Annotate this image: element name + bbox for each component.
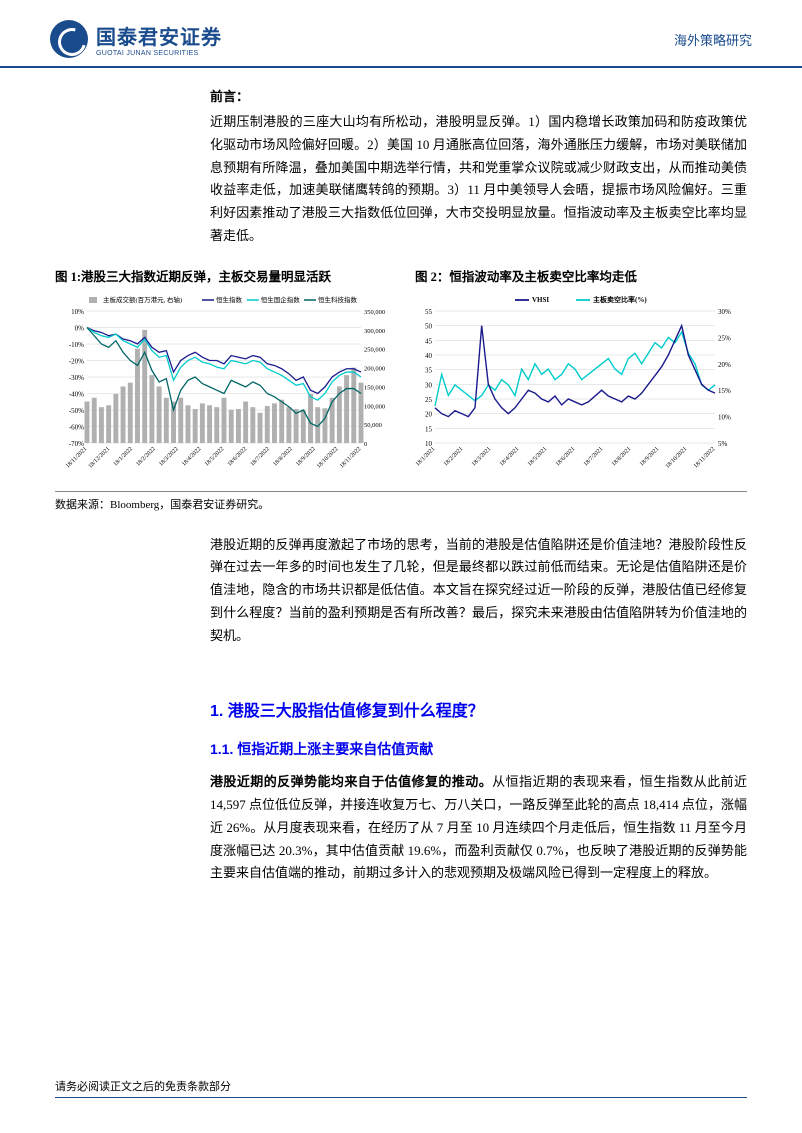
logo-cn: 国泰君安证券 (96, 21, 222, 50)
svg-text:恒生指数: 恒生指数 (216, 295, 243, 304)
svg-text:18/9/2021: 18/9/2021 (639, 446, 660, 467)
svg-text:250,000: 250,000 (364, 346, 385, 353)
svg-text:-10%: -10% (69, 341, 84, 349)
svg-text:45: 45 (425, 337, 433, 345)
svg-text:VHSI: VHSI (532, 296, 549, 304)
logo-block: 国泰君安证券 GUOTAI JUNAN SECURITIES (50, 20, 222, 58)
svg-text:200,000: 200,000 (364, 365, 385, 372)
svg-text:18/6/2021: 18/6/2021 (555, 446, 576, 467)
svg-text:0: 0 (364, 441, 367, 448)
svg-text:150,000: 150,000 (364, 384, 385, 391)
content-area: 前言： 近期压制港股的三座大山均有所松动，港股明显反弹。1）国内稳增长政策加码和… (0, 68, 802, 935)
doc-category: 海外策略研究 (674, 30, 752, 49)
section-h1: 1. 港股三大股指估值修复到什么程度？ (210, 697, 747, 721)
preface-text: 近期压制港股的三座大山均有所松动，港股明显反弹。1）国内稳增长政策加码和防疫政策… (210, 111, 747, 248)
svg-text:-40%: -40% (69, 390, 84, 398)
svg-text:20%: 20% (718, 360, 731, 368)
svg-text:0%: 0% (75, 324, 85, 332)
para3-bold: 港股近期的反弹势能均来自于估值修复的推动。 (210, 774, 492, 789)
svg-text:18/4/2021: 18/4/2021 (499, 446, 520, 467)
svg-text:18/7/2022: 18/7/2022 (250, 446, 271, 467)
svg-text:18/10/2021: 18/10/2021 (665, 446, 689, 470)
svg-text:主板卖空比率(%): 主板卖空比率(%) (593, 295, 647, 304)
footer-disclaimer: 请务必阅读正文之后的免责条款部分 (55, 1078, 747, 1098)
preface-block: 前言： 近期压制港股的三座大山均有所松动，港股明显反弹。1）国内稳增长政策加码和… (55, 86, 747, 248)
svg-text:15%: 15% (718, 387, 731, 395)
figure2-chart: 101520253035404550555%10%15%20%25%30%18/… (409, 293, 745, 483)
svg-text:18/3/2021: 18/3/2021 (471, 446, 492, 467)
charts-container: -70% -60% -50% -40% -30% -20% -10% 0% 10% 0 50,000… (55, 293, 747, 483)
svg-text:18/5/2022: 18/5/2022 (204, 446, 225, 467)
svg-text:18/11/2022: 18/11/2022 (339, 446, 362, 469)
section-block: 1. 港股三大股指估值修复到什么程度？ 1.1. 恒指近期上涨主要来自估值贡献 … (55, 697, 747, 885)
svg-text:18/4/2022: 18/4/2022 (181, 446, 202, 467)
figures-row: 图 1:港股三大指数近期反弹，主板交易量明显活跃 图 2：恒指波动率及主板卖空比… (55, 266, 747, 512)
svg-text:-20%: -20% (69, 357, 84, 365)
svg-text:18/8/2022: 18/8/2022 (272, 446, 293, 467)
source-line: 数据来源：Bloomberg，国泰君安证券研究。 (55, 491, 747, 512)
svg-text:100,000: 100,000 (364, 403, 385, 410)
svg-text:50: 50 (425, 322, 433, 330)
svg-text:18/8/2021: 18/8/2021 (611, 446, 632, 467)
svg-text:18/11/2022: 18/11/2022 (693, 446, 716, 469)
svg-text:40: 40 (425, 352, 433, 360)
svg-text:35: 35 (425, 366, 433, 374)
svg-text:18/11/2021: 18/11/2021 (65, 446, 88, 469)
figure1-title: 图 1:港股三大指数近期反弹，主板交易量明显活跃 (55, 266, 403, 285)
svg-text:-70%: -70% (69, 440, 84, 448)
svg-text:20: 20 (425, 410, 433, 418)
svg-text:18/2/2022: 18/2/2022 (135, 446, 156, 467)
figure1-chart: -70% -60% -50% -40% -30% -20% -10% 0% 10% 0 50,000… (55, 293, 401, 483)
svg-text:-50%: -50% (69, 407, 84, 415)
page-header: 国泰君安证券 GUOTAI JUNAN SECURITIES 海外策略研究 (0, 0, 802, 68)
svg-text:18/3/2022: 18/3/2022 (158, 446, 179, 467)
para2: 港股近期的反弹再度激起了市场的思考，当前的港股是估值陷阱还是价值洼地？港股阶段性… (210, 534, 747, 648)
svg-text:18/10/2022: 18/10/2022 (316, 446, 340, 470)
logo-icon (50, 20, 88, 58)
svg-text:15: 15 (425, 425, 433, 433)
svg-text:350,000: 350,000 (364, 309, 385, 316)
figure2-title: 图 2：恒指波动率及主板卖空比率均走低 (415, 266, 747, 285)
svg-text:-60%: -60% (69, 423, 84, 431)
svg-text:55: 55 (425, 308, 433, 316)
svg-text:25%: 25% (718, 334, 731, 342)
svg-text:18/2/2021: 18/2/2021 (443, 446, 464, 467)
svg-text:30%: 30% (718, 308, 731, 316)
preface-label: 前言： (210, 86, 747, 105)
svg-text:10%: 10% (71, 308, 84, 316)
svg-text:恒生国企指数: 恒生国企指数 (261, 295, 301, 304)
logo-text: 国泰君安证券 GUOTAI JUNAN SECURITIES (96, 21, 222, 57)
svg-text:18/12/2021: 18/12/2021 (88, 446, 112, 470)
svg-text:30: 30 (425, 381, 433, 389)
para3: 港股近期的反弹势能均来自于估值修复的推动。从恒指近期的表现来看，恒生指数从此前近… (210, 771, 747, 885)
svg-text:18/1/2022: 18/1/2022 (113, 446, 134, 467)
logo-en: GUOTAI JUNAN SECURITIES (96, 50, 222, 57)
svg-text:10%: 10% (718, 413, 731, 421)
svg-text:18/1/2021: 18/1/2021 (415, 446, 436, 467)
svg-text:恒生科技指数: 恒生科技指数 (318, 295, 358, 304)
svg-text:18/6/2022: 18/6/2022 (227, 446, 248, 467)
svg-text:25: 25 (425, 396, 433, 404)
svg-text:18/7/2021: 18/7/2021 (583, 446, 604, 467)
svg-text:300,000: 300,000 (364, 327, 385, 334)
svg-text:-30%: -30% (69, 374, 84, 382)
figure-titles: 图 1:港股三大指数近期反弹，主板交易量明显活跃 图 2：恒指波动率及主板卖空比… (55, 266, 747, 285)
para2-block: 港股近期的反弹再度激起了市场的思考，当前的港股是估值陷阱还是价值洼地？港股阶段性… (55, 534, 747, 648)
svg-text:18/9/2022: 18/9/2022 (295, 446, 316, 467)
svg-text:50,000: 50,000 (364, 422, 382, 429)
section-h2: 1.1. 恒指近期上涨主要来自估值贡献 (210, 739, 747, 759)
svg-text:5%: 5% (718, 440, 728, 448)
svg-text:主板成交额(百万港元, 右轴): 主板成交额(百万港元, 右轴) (103, 295, 182, 304)
para3-body: 从恒指近期的表现来看，恒生指数从此前近 14,597 点位低位反弹，并接连收复万… (210, 774, 747, 880)
svg-text:18/5/2021: 18/5/2021 (527, 446, 548, 467)
